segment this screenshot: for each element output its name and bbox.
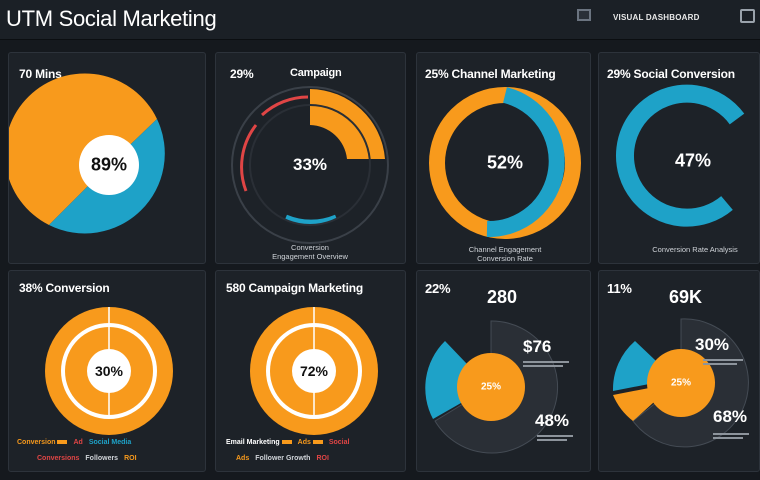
panel-ring-4: 29% Social Conversion 47% Conversion Rat… (598, 52, 760, 264)
donut-chart-5 (45, 307, 173, 435)
big-stat: 69K (669, 287, 703, 307)
ring-outer-track (231, 86, 389, 244)
ring-chart-4 (615, 84, 745, 227)
panel-ring-3: 25% Channel Marketing 52% Channel Engage… (416, 52, 591, 264)
side-stat: 30% (695, 335, 730, 354)
side-sublines (703, 359, 743, 365)
center-value: 47% (674, 150, 712, 171)
panel-pie-8: 11% 69K 25% 30% 68% (598, 270, 760, 472)
side-sublines (523, 361, 569, 367)
center-value: 25% (480, 381, 502, 393)
panel-ring-2: 29% Campaign 33% Conversion Engagement O… (215, 52, 406, 264)
side-sublines-2 (713, 433, 749, 439)
legend-item: Follower Growth (255, 455, 311, 462)
panel-title: 70 Mins (19, 67, 62, 81)
ring-seg-red (260, 95, 309, 117)
donut-center (87, 349, 131, 393)
ring-inner (249, 104, 371, 226)
chart-caption: Channel Engagement (468, 245, 542, 254)
side-stat: $76 (523, 337, 552, 356)
side-sublines-2 (537, 435, 573, 441)
window-icon[interactable] (577, 9, 591, 21)
panel-title: 22% (425, 281, 451, 296)
ring-seg-orange (310, 89, 385, 159)
side-stat-2: 48% (535, 411, 570, 430)
ring-chart-3 (429, 87, 581, 239)
ring-seg-blue (285, 214, 337, 225)
ring-seg-red-left (240, 124, 258, 192)
legend-row-2: Ads Follower Growth ROI (236, 455, 329, 462)
panel-title: 29% Social Conversion (607, 67, 735, 81)
center-value: 30% (94, 363, 124, 379)
panel-title: 38% Conversion (19, 281, 110, 295)
panel-pie-1: 70 Mins 89% (8, 52, 206, 264)
big-stat: 280 (487, 287, 518, 307)
top-bar: UTM Social Marketing VISUAL DASHBOARD (0, 0, 760, 40)
pie-center (647, 349, 715, 417)
pie-center (457, 353, 525, 421)
donut-center (292, 349, 336, 393)
panel-donut-5: 38% Conversion 30% Conversion Ad Social … (8, 270, 206, 472)
legend-item: Ads (236, 455, 250, 462)
legend-row-2: Conversions Followers ROI (37, 455, 137, 462)
center-value: 52% (486, 152, 524, 173)
center-value: 72% (299, 363, 329, 379)
donut-chart-6 (250, 307, 378, 435)
legend-item: Ads (298, 439, 323, 446)
legend-item: Social Media (88, 439, 132, 446)
chart-caption: Conversion Rate Analysis (652, 245, 738, 254)
legend-row: Conversion Ad Social Media (17, 439, 131, 446)
ring-seg-blue (486, 87, 565, 238)
legend-item: Ad (73, 439, 83, 446)
legend-item: Conversion (17, 439, 68, 446)
panel-title: 25% Channel Marketing (425, 67, 556, 81)
center-value: 25% (670, 377, 692, 389)
legend-item: ROI (316, 455, 329, 462)
maximize-icon[interactable] (740, 9, 755, 23)
panel-title: 11% (607, 281, 632, 296)
pie-center (79, 135, 139, 195)
ring-seg-blue (615, 84, 745, 227)
panel-subtitle: Campaign (290, 67, 342, 79)
center-value: 33% (292, 155, 328, 174)
pie-slice-blue (425, 341, 489, 419)
app-title: UTM Social Marketing (6, 6, 217, 31)
pie-chart-7 (425, 320, 558, 454)
pie-chart-8 (612, 318, 749, 448)
legend-item: Conversions (37, 455, 80, 462)
dashboard-link[interactable]: VISUAL DASHBOARD (613, 13, 700, 22)
legend-row: Email Marketing Ads Social (226, 439, 349, 446)
legend-item: Followers (85, 455, 119, 462)
panel-donut-6: 580 Campaign Marketing 72% Email Marketi… (215, 270, 406, 472)
panel-title: 29% (230, 67, 254, 81)
chart-caption-2: Conversion Rate (477, 254, 533, 263)
chart-caption: Conversion (291, 243, 329, 252)
side-stat-2: 68% (713, 407, 748, 426)
chart-caption-2: Engagement Overview (272, 252, 348, 261)
legend-item: Email Marketing (226, 439, 292, 446)
ring-chart-2 (231, 86, 389, 244)
panel-title: 580 Campaign Marketing (226, 281, 363, 295)
panel-pie-7: 22% 280 25% $76 48% (416, 270, 591, 472)
legend-item: Social (328, 439, 350, 446)
center-value: 89% (90, 154, 128, 175)
pie-slice-orange (9, 73, 157, 225)
pie-chart-1 (9, 73, 165, 234)
legend-item: ROI (124, 455, 137, 462)
